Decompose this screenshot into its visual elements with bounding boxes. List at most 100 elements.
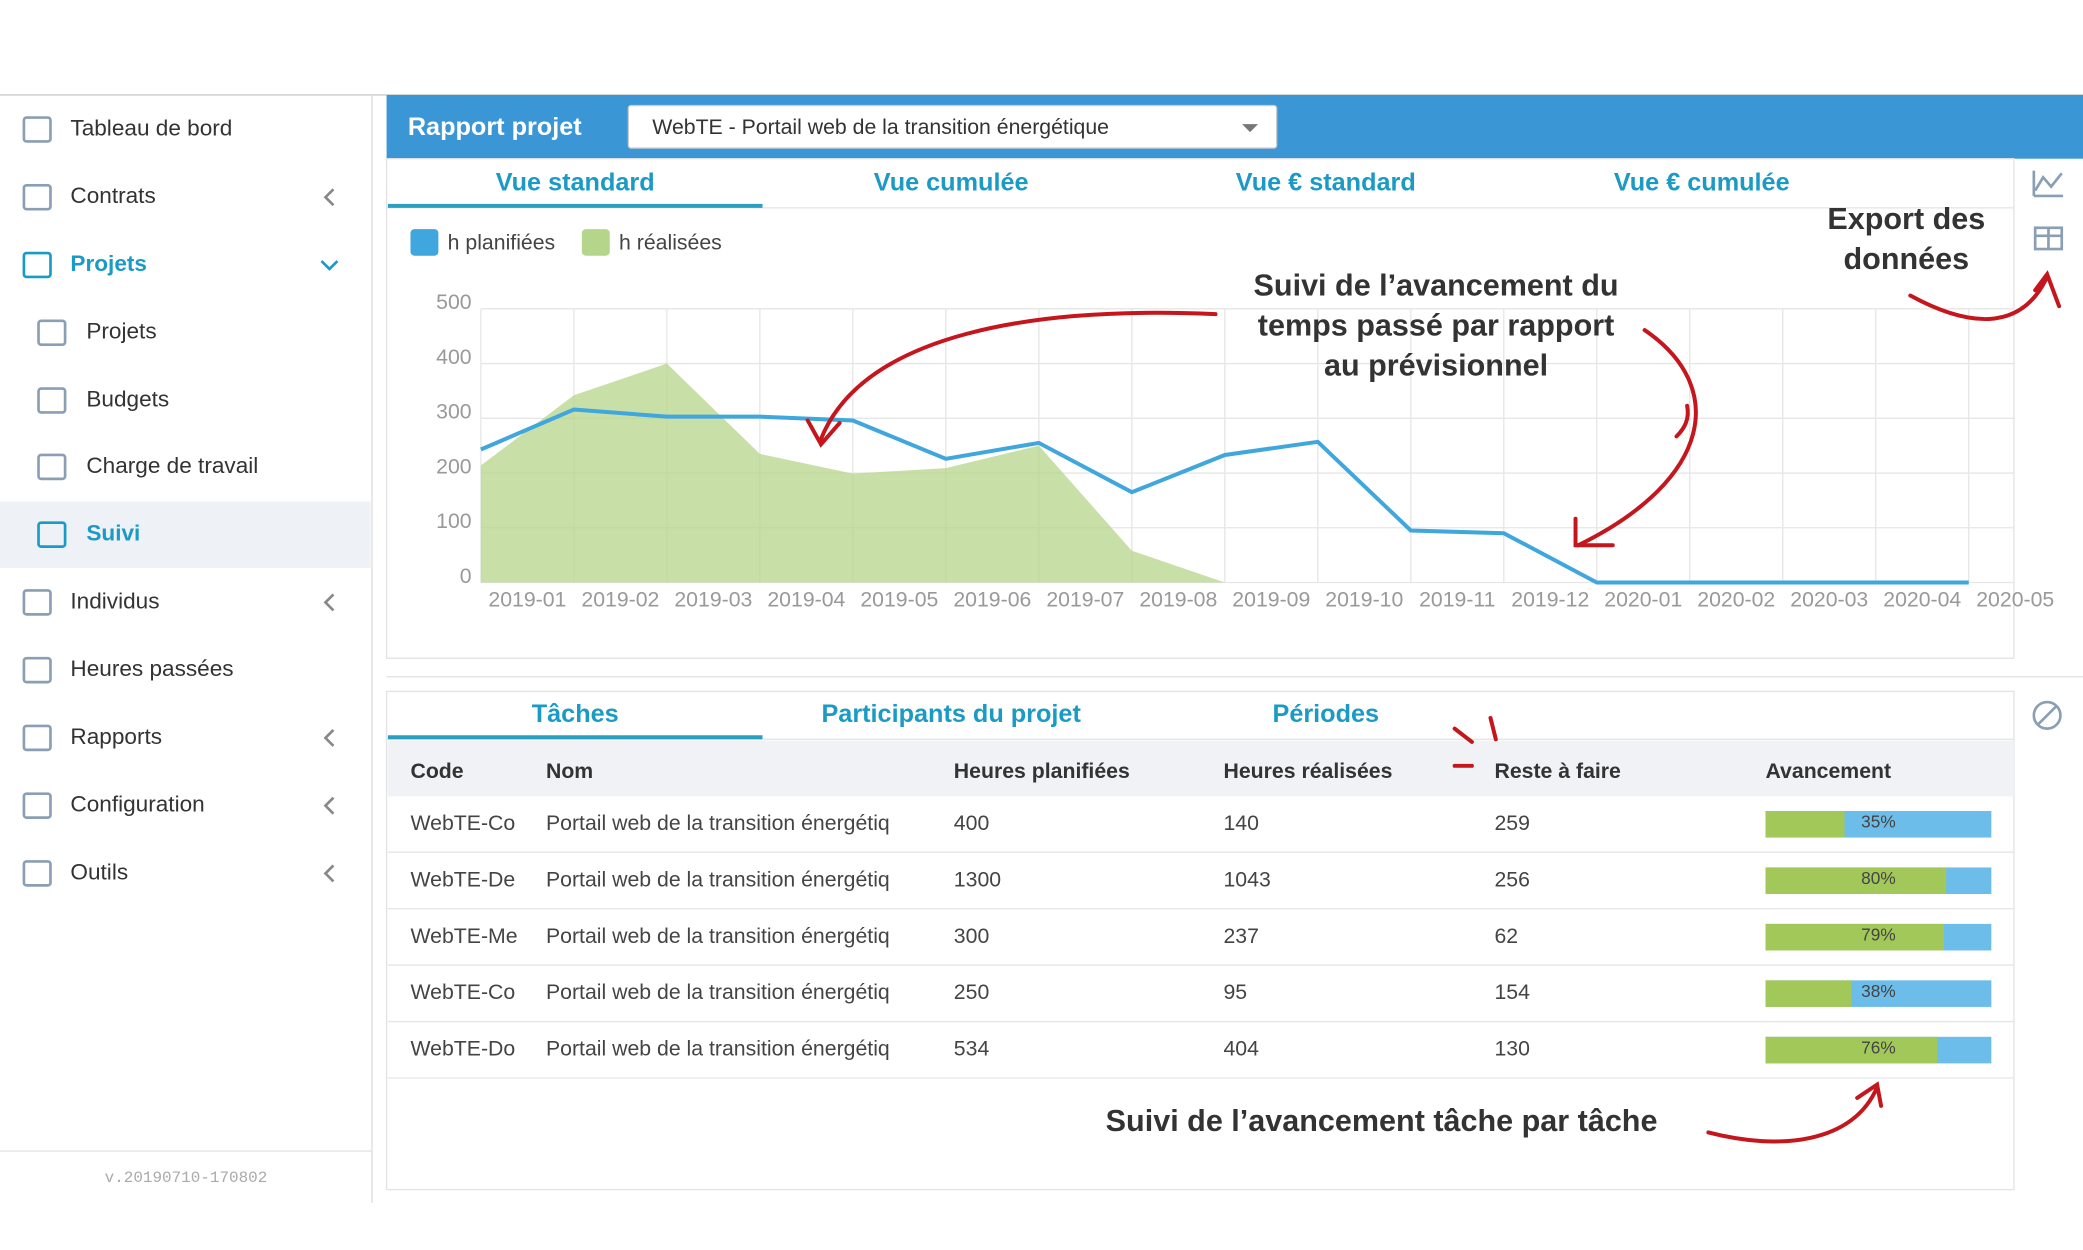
nav-item[interactable]: Outils (22, 859, 335, 887)
nav-label: Budgets (86, 386, 169, 411)
nav-item[interactable]: Individus (22, 588, 335, 616)
chart-tab[interactable]: Vue € cumulée (1614, 169, 1790, 197)
export-annotation: données (1844, 242, 1970, 276)
arrow (1908, 277, 2048, 321)
cell-name: Portail web de la transition énergétiq (546, 980, 890, 1004)
legend-label[interactable]: h réalisées (619, 230, 722, 254)
cell-remaining: 154 (1494, 980, 1530, 1004)
chart-tab[interactable]: Vue cumulée (874, 169, 1029, 197)
cell-code: WebTE-Co (410, 980, 515, 1004)
y-tick-label: 400 (436, 345, 471, 369)
chart-icon[interactable] (2032, 170, 2064, 198)
x-tick-label: 2019-02 (581, 588, 659, 612)
column-header: Code (410, 759, 463, 783)
cell-code: WebTE-De (410, 867, 515, 891)
project-select[interactable] (627, 104, 1278, 149)
arrowhead (805, 418, 842, 448)
nav-item[interactable]: Contrats (22, 183, 335, 211)
nav-icon (22, 251, 52, 279)
chart-icon-shape (2032, 170, 2064, 198)
legend-swatch[interactable] (410, 229, 439, 256)
progress-bar (1765, 923, 1944, 951)
x-tick-label: 2019-10 (1325, 588, 1403, 612)
table-icon-lines (2035, 227, 2062, 250)
nav-icon (22, 116, 52, 143)
nav-item[interactable]: Projets (37, 319, 157, 347)
nav-label: Configuration (70, 792, 204, 817)
progress-label: 76% (1861, 1037, 1896, 1057)
table-tab[interactable]: Tâches (532, 700, 619, 728)
progress-label: 35% (1861, 812, 1896, 832)
nav-item[interactable]: Configuration (22, 792, 335, 819)
disable-icon[interactable] (2032, 700, 2062, 730)
progress-bar (1765, 867, 1947, 895)
nav-label: Tableau de bord (70, 115, 232, 140)
column-header: Heures planifiées (954, 759, 1130, 783)
chart-annotation: temps passé par rapport (1258, 308, 1615, 342)
legend-swatch[interactable] (581, 229, 610, 256)
chart-tab[interactable]: Vue € standard (1236, 169, 1416, 197)
cell-code: WebTE-Do (410, 1037, 515, 1061)
arrow (1706, 1085, 1880, 1144)
nav-item[interactable]: Charge de travail (37, 453, 259, 481)
arrow (818, 310, 1218, 442)
table-header-bg (387, 740, 2014, 797)
x-tick-label: 2019-12 (1511, 588, 1589, 612)
nav-icon (22, 183, 52, 211)
nav-item[interactable]: Projets (22, 251, 339, 279)
x-tick-label: 2020-03 (1790, 588, 1868, 612)
column-header: Nom (546, 759, 593, 783)
cell-remaining: 256 (1494, 867, 1529, 891)
nav-chevron (323, 796, 335, 815)
column-header: Avancement (1766, 759, 1892, 783)
x-tick-label: 2019-06 (953, 588, 1031, 612)
content: Tableau de bord Contrats Projets Projets Bud… (22, 115, 2014, 1079)
chart-tab[interactable]: Vue standard (496, 169, 655, 197)
y-tick-label: 0 (460, 564, 472, 588)
table-icon[interactable] (2033, 226, 2064, 251)
nav-icon (37, 319, 67, 347)
x-tick-label: 2020-01 (1604, 588, 1682, 612)
disable-icon-circle (2032, 700, 2062, 730)
progress-bar (1765, 1036, 1938, 1064)
arrowhead (1573, 516, 1615, 548)
x-tick-label: 2020-05 (1976, 588, 2054, 612)
nav-label: Heures passées (70, 656, 233, 681)
table-annotation: Suivi de l’avancement tâche par tâche (1106, 1104, 1658, 1138)
cell-name: Portail web de la transition énergétiq (546, 924, 890, 948)
x-tick-label: 2019-01 (488, 588, 566, 612)
table-tab[interactable]: Périodes (1272, 700, 1379, 728)
y-tick-label: 500 (436, 290, 471, 314)
cell-name: Portail web de la transition énergétiq (546, 1037, 890, 1061)
cell-planned: 1300 (954, 867, 1001, 891)
nav-icon (37, 387, 67, 414)
arrow-mark (1674, 403, 1690, 439)
nav-item[interactable]: Tableau de bord (22, 115, 232, 143)
progress-bar (1765, 980, 1852, 1007)
cell-done: 140 (1223, 811, 1258, 835)
legend-label[interactable]: h planifiées (448, 230, 556, 254)
nav-icon (22, 792, 52, 819)
cell-code: WebTE-Me (410, 924, 517, 948)
chart-tab-underline (387, 203, 763, 208)
cell-name: Portail web de la transition énergétiq (546, 811, 890, 835)
nav-label: Rapports (70, 724, 162, 749)
project-select-text: WebTE - Portail web de la transition éne… (652, 115, 1109, 139)
cell-code: WebTE-Co (410, 811, 515, 835)
nav-item[interactable]: Heures passées (22, 656, 234, 684)
nav-item[interactable]: Suivi (37, 521, 141, 548)
nav-label: Suivi (86, 521, 140, 546)
nav-icon (37, 521, 67, 548)
y-tick-label: 300 (436, 400, 471, 424)
table-tab[interactable]: Participants du projet (821, 700, 1081, 728)
chart-annotation: au prévisionnel (1324, 348, 1548, 382)
chart-panel (385, 158, 2015, 659)
nav-label: Outils (70, 859, 128, 884)
nav-label: Projets (86, 319, 156, 344)
cell-done: 404 (1223, 1037, 1259, 1061)
nav-item[interactable]: Budgets (37, 386, 170, 414)
x-tick-label: 2020-04 (1883, 588, 1961, 612)
nav-item[interactable]: Rapports (22, 724, 335, 752)
